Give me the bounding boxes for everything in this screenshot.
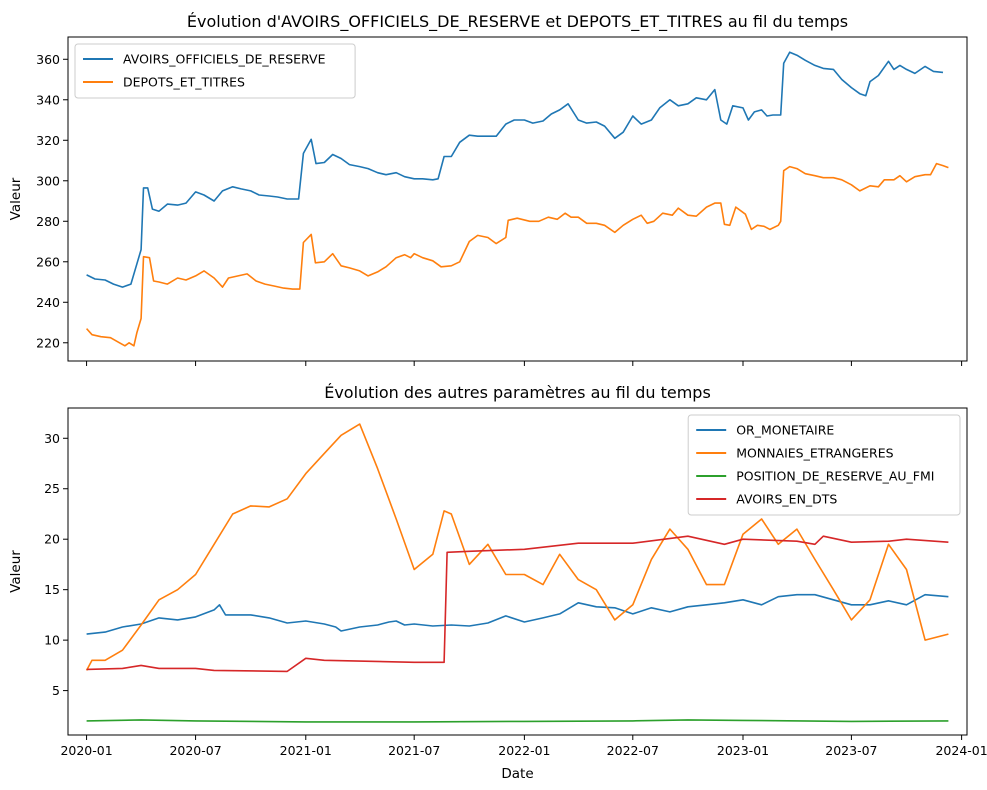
y-axis-label: Valeur [8,550,24,593]
x-tick-label: 2021-07 [388,743,440,758]
series-line-depots-et-titres [86,162,949,347]
x-tick-label: 2020-01 [60,743,112,758]
x-tick-label: 2024-01 [935,743,987,758]
series-line-avoirs-officiels-de-reserve [86,51,944,288]
y-tick-label: 30 [44,431,60,446]
plot-frame [67,36,968,362]
y-tick-label: 25 [44,481,60,496]
y-tick-label: 220 [36,335,60,350]
chart-title: Évolution d'AVOIRS_OFFICIELS_DE_RESERVE … [187,12,848,32]
series-line-monnaies-etrangeres [85,423,949,671]
y-tick-label: 320 [36,133,60,148]
y-tick-label: 240 [36,295,60,310]
x-axis-label: Date [501,766,533,782]
y-tick-label: 300 [36,173,60,188]
x-tick-label: 2023-07 [825,743,877,758]
x-tick-label: 2021-01 [280,743,332,758]
y-tick-label: 360 [36,52,60,67]
legend-label: AVOIRS_OFFICIELS_DE_RESERVE [123,52,326,67]
y-tick-label: 5 [52,683,60,698]
x-tick-label: 2020-07 [169,743,221,758]
y-tick-label: 280 [36,214,60,229]
x-tick-label: 2022-01 [498,743,550,758]
chart-avoirs-depots: Évolution d'AVOIRS_OFFICIELS_DE_RESERVE … [8,12,968,366]
y-tick-label: 340 [36,92,60,107]
x-tick-label: 2022-07 [607,743,659,758]
legend-box [687,414,961,516]
series-line-position-de-reserve-au-fmi [86,719,949,723]
series-line-or-monetaire [86,593,949,635]
y-tick-label: 10 [44,633,60,648]
legend-label: AVOIRS_EN_DTS [736,492,837,507]
y-tick-label: 15 [44,582,60,597]
chart-title: Évolution des autres paramètres au fil d… [324,383,711,402]
legend: AVOIRS_OFFICIELS_DE_RESERVE DEPOTS_ET_TIT… [74,43,356,99]
plot-frame [67,407,968,736]
legend-label: OR_MONETAIRE [736,423,834,438]
series-line-avoirs-en-dts [86,535,949,673]
y-axis-label: Valeur [8,177,24,220]
y-tick-label: 20 [44,532,60,547]
legend-label: DEPOTS_ET_TITRES [123,75,245,90]
chart-autres-parametres: Évolution des autres paramètres au fil d… [8,383,987,782]
legend-box [74,43,356,99]
legend: OR_MONETAIRE MONNAIES_ETRANGERES POSITION_… [687,414,961,516]
legend-label: MONNAIES_ETRANGERES [736,446,893,461]
legend-label: POSITION_DE_RESERVE_AU_FMI [736,469,934,484]
y-tick-label: 260 [36,254,60,269]
x-tick-label: 2023-01 [717,743,769,758]
